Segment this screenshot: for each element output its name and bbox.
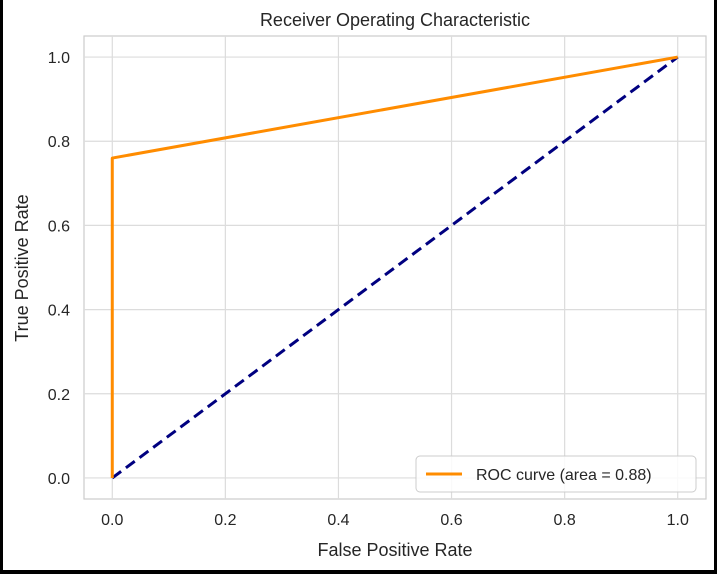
x-tick-label: 0.6: [440, 512, 462, 529]
legend: ROC curve (area = 0.88): [415, 455, 697, 493]
y-tick-label: 0.6: [48, 218, 70, 235]
diagonal-reference-line: [111, 55, 679, 480]
x-tick-label: 1.0: [667, 512, 689, 529]
tick-labels: 0.0 0.2 0.4 0.6 0.8 1.0 0.0 0.2 0.4 0.6 0.8 1.0: [48, 50, 689, 529]
y-tick-label: 1.0: [48, 50, 70, 67]
legend-entry-roc: ROC curve (area = 0.88): [476, 467, 652, 484]
x-tick-label: 0.8: [554, 512, 576, 529]
chart-title: Receiver Operating Characteristic: [260, 10, 530, 30]
plot-area: [83, 35, 707, 500]
x-axis-label: False Positive Rate: [317, 540, 472, 560]
y-tick-label: 0.0: [48, 471, 70, 488]
x-tick-label: 0.2: [214, 512, 236, 529]
y-tick-label: 0.8: [48, 134, 70, 151]
y-axis-label: True Positive Rate: [12, 194, 32, 341]
series-group: [110, 55, 679, 480]
legend-box: [415, 455, 697, 493]
roc-curve-line: [110, 55, 678, 478]
x-tick-label: 0.0: [101, 512, 123, 529]
x-tick-label: 0.4: [327, 512, 349, 529]
y-tick-label: 0.4: [48, 303, 70, 320]
y-tick-label: 0.2: [48, 387, 70, 404]
